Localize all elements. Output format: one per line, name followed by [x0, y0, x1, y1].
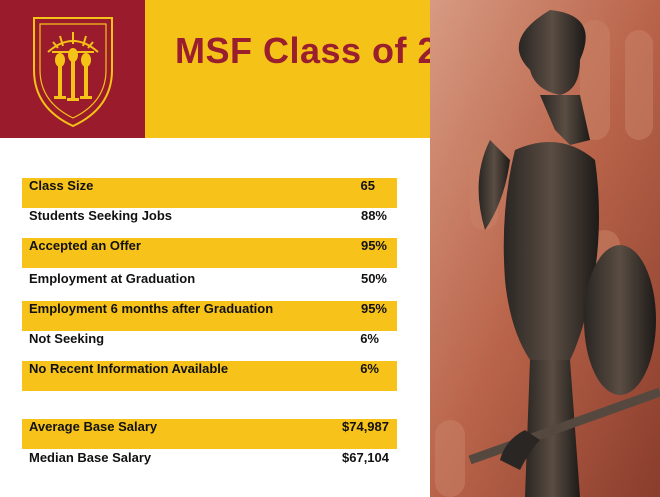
stat-label: Employment at Graduation [29, 271, 196, 286]
stat-row-employment-6-months: Employment 6 months after Graduation 95% [22, 301, 397, 331]
stat-label: No Recent Information Available [29, 361, 229, 376]
stat-value: 6% [360, 331, 379, 346]
stat-row-not-seeking: Not Seeking 6% [22, 331, 397, 361]
trojan-statue-photo [430, 0, 660, 497]
stat-row-class-size: Class Size 65 [22, 178, 397, 208]
stat-value: 50% [360, 271, 387, 286]
university-seal-panel [0, 0, 145, 138]
stat-value: 88% [360, 208, 387, 223]
salary-value: $74,987 [342, 419, 389, 434]
stat-label: Class Size [29, 178, 94, 193]
stat-value: 6% [360, 361, 379, 376]
stat-label: Students Seeking Jobs [29, 208, 173, 223]
university-seal-icon [33, 17, 113, 128]
stat-row-no-recent-info: No Recent Information Available 6% [22, 361, 397, 391]
stat-row-employment-graduation: Employment at Graduation 50% [22, 271, 397, 301]
salary-label: Median Base Salary [29, 450, 152, 465]
stat-label: Accepted an Offer [29, 238, 141, 253]
stat-label: Not Seeking [29, 331, 105, 346]
salary-label: Average Base Salary [29, 419, 158, 434]
salary-row-median: Median Base Salary $67,104 [22, 450, 397, 480]
salary-row-average: Average Base Salary $74,987 [22, 419, 397, 449]
stat-value: 95% [360, 301, 387, 316]
stat-label: Employment 6 months after Graduation [29, 301, 274, 316]
stat-row-seeking-jobs: Students Seeking Jobs 88% [22, 208, 397, 238]
stat-value: 65 [360, 178, 375, 193]
stat-value: 95% [360, 238, 387, 253]
stat-row-accepted-offer: Accepted an Offer 95% [22, 238, 397, 268]
salary-value: $67,104 [342, 450, 389, 465]
